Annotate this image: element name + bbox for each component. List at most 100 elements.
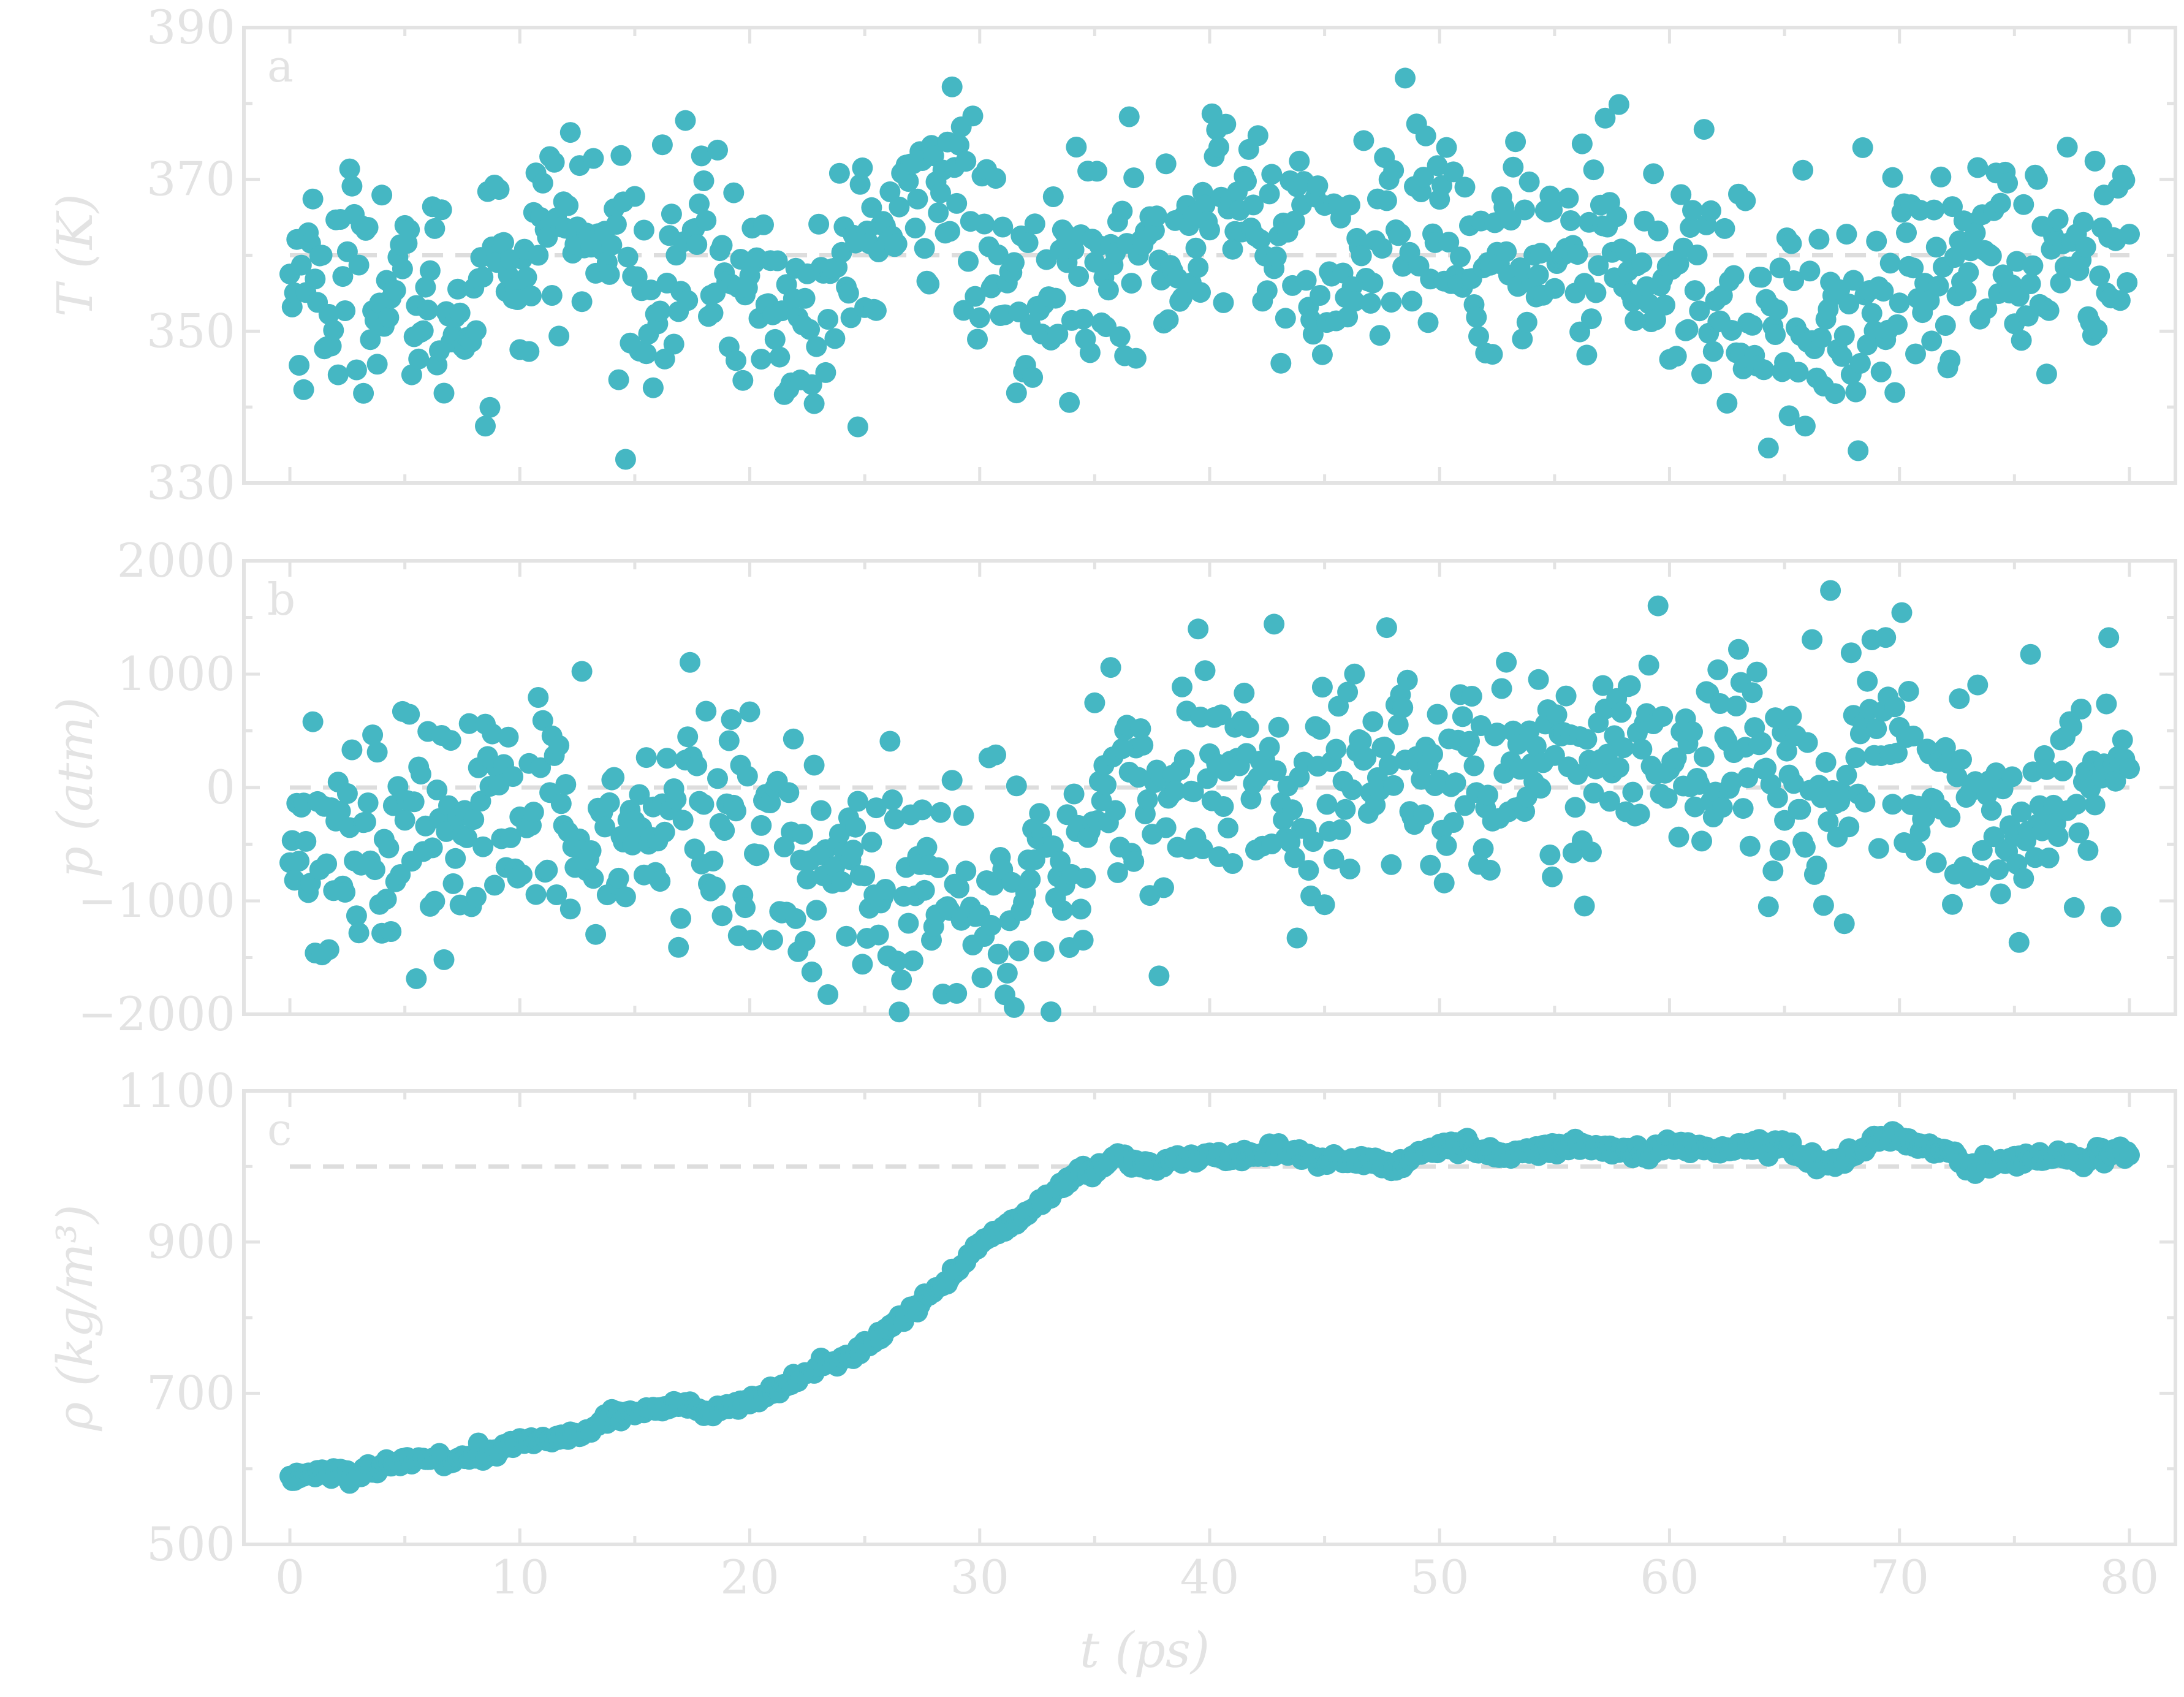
data-point [865,300,887,321]
data-point [605,214,627,235]
x-tick-label: 50 [1410,1550,1469,1604]
data-point [1284,210,1305,232]
data-point [580,840,602,861]
data-point [2011,330,2032,351]
data-point [2119,758,2140,780]
data-point [1887,742,1908,764]
data-point [741,929,763,951]
data-point [1802,629,1823,650]
data-point [424,890,446,912]
data-point [1270,352,1292,374]
data-point [502,766,523,788]
data-point [360,329,381,351]
data-point [1530,778,1552,799]
data-point [794,930,816,952]
data-point [1155,153,1177,175]
data-point [886,951,908,972]
data-point [458,713,480,734]
data-point [1052,900,1073,921]
data-point [1461,686,1482,707]
data-point [696,700,717,722]
data-point [1261,164,1283,185]
data-point [378,837,400,859]
data-point [1123,167,1145,189]
data-point [406,968,427,989]
data-point [2117,272,2138,293]
data-point [1792,159,1814,181]
data-point [1721,320,1742,341]
data-point [1631,252,1653,273]
data-point [1976,298,1998,319]
data-point [530,757,552,778]
data-point [1742,682,1763,704]
data-point [1339,858,1360,879]
y-tick-label: −2000 [78,987,235,1041]
data-point [284,870,305,891]
data-point [1693,746,1715,767]
data-point [419,260,441,281]
data-point [817,984,839,1005]
data-point [847,416,868,438]
data-point [928,857,949,878]
data-point [1525,735,1547,757]
data-point [1068,266,1090,287]
data-point [1325,738,1347,760]
data-point [1072,308,1094,330]
data-point [1427,155,1448,177]
data-point [941,76,963,97]
data-point [1243,194,1264,216]
data-point [1256,280,1278,302]
data-point [1371,238,1393,259]
data-point [1544,278,1565,299]
data-point [1413,804,1434,826]
data-point [953,805,974,826]
data-point [2096,693,2117,715]
data-point [1530,243,1552,264]
data-point [532,172,553,194]
data-point [378,307,400,328]
data-points [279,67,2140,470]
data-point [879,181,901,202]
data-point [1951,749,1972,770]
y-tick-label: 350 [146,303,235,358]
data-point [523,802,544,823]
data-point [785,908,806,929]
data-point [985,168,1006,189]
data-point [1351,731,1372,752]
data-point [1006,382,1027,404]
data-point [1146,205,1167,227]
data-point [1415,125,1436,146]
data-point [401,364,422,385]
data-point [1213,796,1234,817]
data-point [1351,245,1372,267]
data-point [1742,314,1763,336]
data-point [1197,768,1218,789]
data-point [381,921,402,942]
data-point [1622,781,1644,803]
data-point [693,170,715,191]
data-point [1643,163,1664,184]
data-point [806,336,827,357]
data-point [544,151,565,173]
data-point [670,908,691,929]
data-point [705,876,726,898]
data-point [732,370,754,391]
data-point [949,878,969,899]
data-point [1686,245,1708,265]
data-point [707,139,728,161]
data-point [1707,659,1729,680]
data-point [1029,803,1050,824]
data-point [571,291,593,313]
data-point [794,287,816,309]
data-point [1981,800,2002,821]
data-point [1323,848,1344,870]
data-point [946,982,968,1004]
data-point [1172,676,1192,697]
data-point [2100,906,2121,927]
data-point [1990,192,2011,214]
panel-temperature: 330 350 370 390 a T (K) [47,0,2177,510]
data-point [677,726,699,748]
data-point [1096,774,1117,795]
data-point [1070,898,1091,920]
